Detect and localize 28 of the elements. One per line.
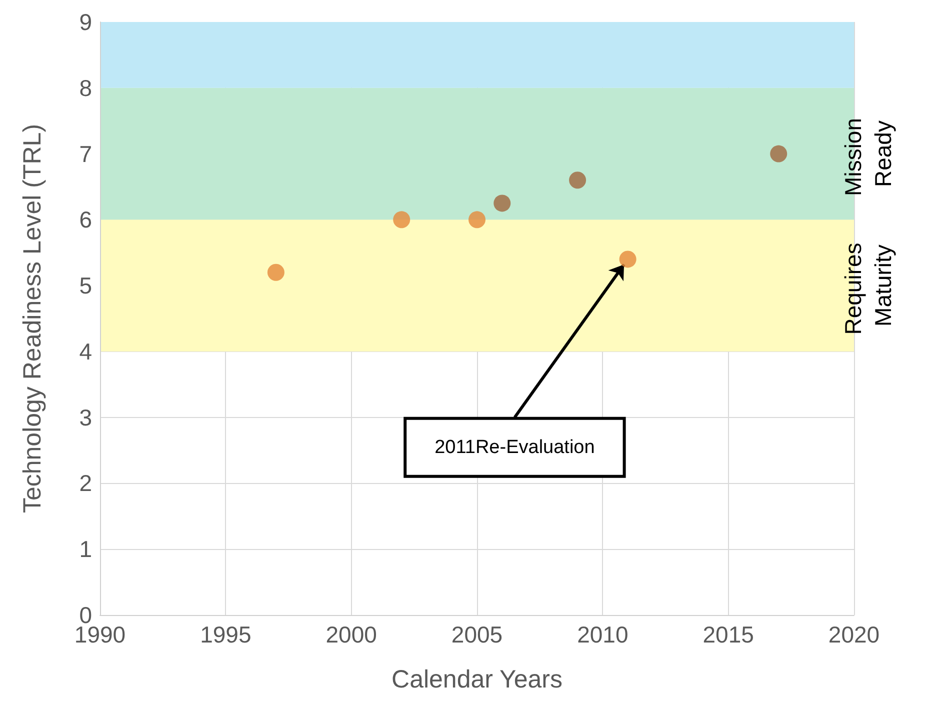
y-tick-label: 4 [79,338,92,364]
y-tick-label: 0 [79,602,92,628]
x-axis-title: Calendar Years [392,666,562,694]
y-tick-label: 1 [79,536,92,562]
y-tick-label: 2 [79,470,92,496]
x-tick-label: 2000 [326,622,377,648]
band-label: Mission Ready [840,112,896,196]
point [267,264,284,281]
point [619,250,636,268]
y-tick-label: 9 [79,9,92,35]
y-axis-title: Technology Readiness Level (TRL) [18,124,46,514]
x-tick-label: 2010 [577,622,628,648]
y-tick-label: 8 [79,74,92,101]
y-tick-label: 7 [79,140,92,167]
point [770,145,788,162]
x-tick-label: 2015 [702,622,754,648]
y-tick-label: 3 [79,404,92,430]
y-tick-label: 5 [79,272,92,299]
point [494,194,511,212]
x-tick-label: 1995 [200,622,252,648]
point [569,172,586,189]
annotation: 2011Re-Evaluation [434,436,595,458]
point [468,211,486,228]
point [393,211,410,228]
y-tick-label: 6 [79,206,92,233]
x-tick-label: 2005 [451,622,503,648]
band-label: Requires Maturity [840,236,896,335]
x-tick-label: 2020 [828,622,880,648]
